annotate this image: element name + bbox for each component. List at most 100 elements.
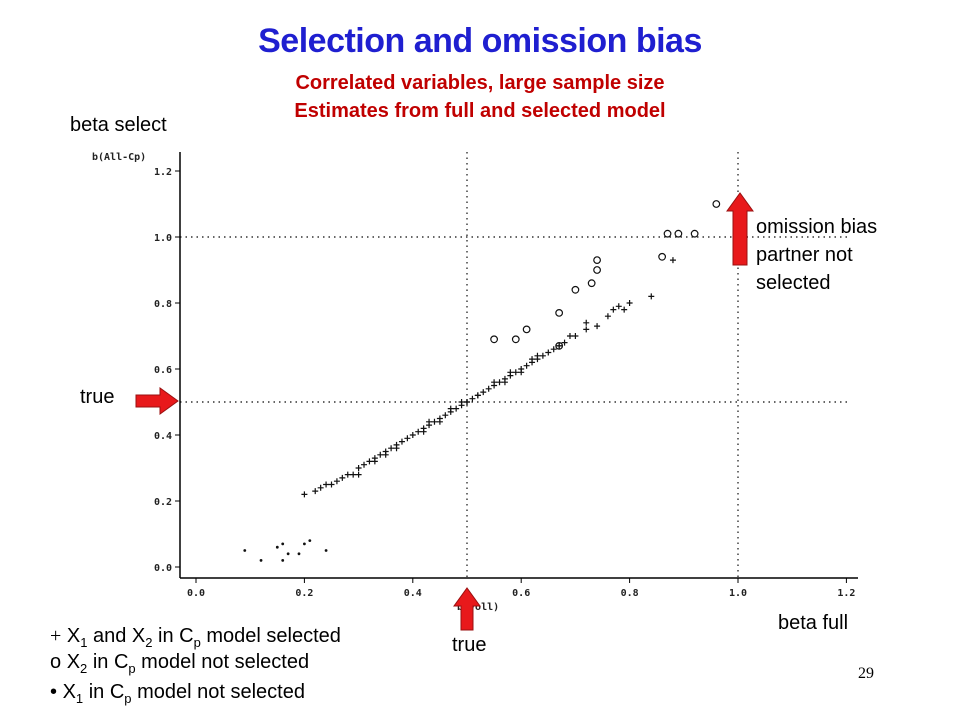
circle-point bbox=[658, 252, 667, 261]
plus-point bbox=[583, 326, 590, 333]
legend-item-circle: o X2 in Cp model not selected bbox=[50, 652, 309, 675]
circle-point bbox=[674, 229, 683, 238]
plus-point bbox=[355, 465, 362, 471]
plus-point bbox=[539, 352, 546, 359]
legend-circle-text: X2 in Cp model not selected bbox=[66, 651, 310, 676]
plus-point bbox=[464, 399, 470, 405]
plus-point bbox=[523, 362, 530, 369]
circle-point bbox=[490, 335, 499, 344]
plus-point bbox=[648, 293, 655, 300]
x-tick-label: 0.0 bbox=[187, 588, 205, 599]
plus-point bbox=[615, 303, 622, 310]
true-left-label: true bbox=[80, 386, 115, 408]
plus-point bbox=[301, 491, 308, 498]
plus-point bbox=[556, 342, 563, 349]
plus-point bbox=[388, 445, 395, 452]
legend-dot-symbol: • bbox=[50, 681, 58, 703]
plus-point bbox=[529, 356, 536, 363]
plus-point bbox=[496, 379, 503, 386]
plus-point bbox=[371, 458, 378, 465]
plus-point bbox=[604, 313, 611, 320]
y-tick-label: 0.8 bbox=[154, 299, 172, 310]
x-tick-label: 1.0 bbox=[729, 588, 747, 599]
plus-point bbox=[415, 428, 422, 435]
x-tick-label: 0.2 bbox=[295, 588, 313, 599]
legend-plus-text: X1 and X2 in Cp model selected bbox=[66, 625, 341, 650]
true-bottom-arrow bbox=[453, 587, 481, 631]
plus-point bbox=[458, 399, 465, 405]
y-tick-label: 0.4 bbox=[154, 431, 172, 442]
plus-point bbox=[501, 379, 508, 386]
omission-bias-label-line-3: selected bbox=[756, 272, 831, 294]
circle-point bbox=[511, 335, 520, 344]
x-tick-label: 0.8 bbox=[621, 588, 639, 599]
plus-point bbox=[366, 458, 373, 465]
plus-point bbox=[436, 418, 443, 425]
plus-point bbox=[420, 428, 427, 435]
reference-lines bbox=[180, 152, 850, 578]
plus-point bbox=[485, 385, 492, 392]
plus-point bbox=[393, 445, 400, 452]
plus-point bbox=[350, 471, 357, 478]
plus-point bbox=[333, 478, 340, 485]
dot-point bbox=[281, 542, 285, 546]
beta-select-label: beta select bbox=[70, 114, 167, 136]
plus-point bbox=[355, 471, 362, 478]
y-tick-label: 0.2 bbox=[154, 497, 172, 508]
y-axis-title: b(All-Cp) bbox=[92, 152, 146, 163]
x-tick-label: 0.4 bbox=[404, 588, 422, 599]
x-axis-title: b(Voll) bbox=[457, 602, 499, 613]
circle-point bbox=[555, 342, 564, 350]
plus-point bbox=[545, 349, 552, 356]
plus-point bbox=[669, 257, 676, 264]
y-tick-label: 1.0 bbox=[154, 233, 172, 244]
axes: 0.0 0.2 0.4 0.6 0.8 1.0 1.2 0.0 0.2 0.4 0.6 0.8 1.0 1… bbox=[92, 152, 858, 613]
legend-circle-symbol: o bbox=[50, 651, 62, 673]
circle-point bbox=[690, 229, 699, 238]
y-tick-label: 0.0 bbox=[154, 563, 172, 574]
plus-point bbox=[594, 323, 601, 330]
dot-point bbox=[243, 549, 247, 552]
circle-point bbox=[571, 285, 580, 294]
dot-point bbox=[308, 539, 312, 542]
plus-point bbox=[409, 432, 416, 438]
circle-point bbox=[555, 309, 564, 317]
true-bottom-label: true bbox=[452, 634, 487, 656]
dot-point bbox=[281, 559, 285, 562]
dot-point bbox=[286, 552, 290, 556]
plus-point bbox=[404, 435, 411, 442]
dot-point bbox=[259, 559, 263, 562]
omission-bias-label-line-2: partner not bbox=[756, 244, 853, 266]
dot-point bbox=[303, 542, 306, 546]
dot-point bbox=[324, 549, 328, 552]
annotation-arrows bbox=[135, 192, 754, 631]
plus-point bbox=[518, 369, 525, 376]
plus-point bbox=[534, 352, 541, 359]
plus-point bbox=[621, 306, 628, 313]
data-points bbox=[243, 200, 721, 562]
plus-point bbox=[469, 395, 476, 402]
true-left-arrow bbox=[135, 387, 179, 415]
page-title: Selection and omission bias bbox=[258, 22, 702, 60]
dot-point bbox=[275, 545, 279, 549]
plus-point bbox=[442, 412, 449, 419]
subtitle-line-1: Correlated variables, large sample size bbox=[295, 72, 665, 94]
plus-point bbox=[377, 451, 384, 458]
plus-point bbox=[561, 339, 568, 346]
plus-point bbox=[317, 484, 324, 491]
plus-point bbox=[382, 451, 389, 458]
plus-point bbox=[626, 300, 633, 306]
circle-point bbox=[593, 266, 601, 274]
plus-point bbox=[323, 481, 330, 488]
page-number: 29 bbox=[858, 665, 874, 682]
y-tick-label: 1.2 bbox=[154, 167, 172, 178]
plus-point bbox=[344, 471, 351, 478]
x-tick-label: 1.2 bbox=[837, 588, 855, 599]
plus-point bbox=[431, 418, 438, 425]
y-tick-label: 0.6 bbox=[154, 365, 172, 376]
legend-dot-text: X1 in Cp model not selected bbox=[62, 681, 305, 706]
beta-full-label: beta full bbox=[778, 612, 849, 634]
plus-point bbox=[610, 306, 617, 313]
plus-point bbox=[512, 369, 519, 376]
